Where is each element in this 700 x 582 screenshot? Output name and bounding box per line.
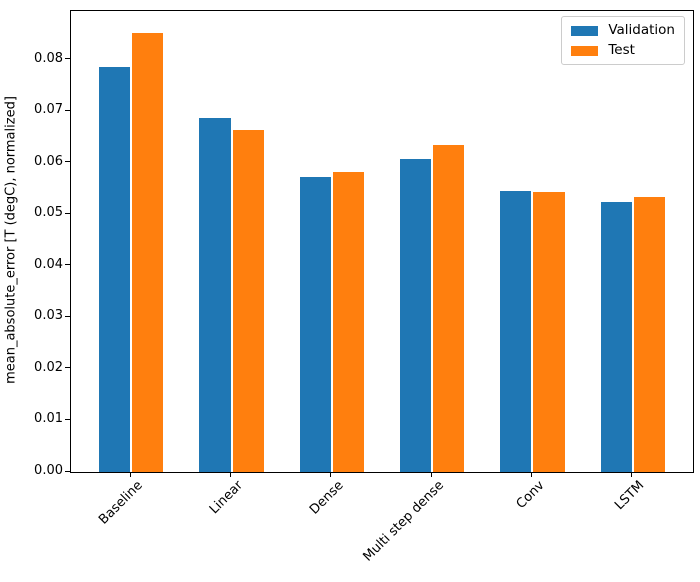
legend: Validation Test bbox=[561, 16, 685, 65]
legend-swatch-validation bbox=[571, 25, 599, 36]
x-tick-mark bbox=[430, 472, 432, 477]
y-tick-label: 0.07 bbox=[34, 102, 63, 118]
x-tick-label-lstm: LSTM bbox=[612, 478, 648, 514]
bar-validation-linear bbox=[199, 118, 231, 472]
y-tick-label: 0.02 bbox=[34, 359, 63, 375]
y-tick-label: 0.00 bbox=[34, 463, 63, 478]
legend-label-test: Test bbox=[608, 42, 635, 58]
y-tick-label: 0.04 bbox=[34, 256, 63, 272]
y-tick-label: 0.03 bbox=[34, 308, 63, 324]
bar-validation-dense bbox=[299, 176, 331, 472]
bar-test-multi-step-dense bbox=[433, 145, 465, 472]
y-tick-mark bbox=[65, 161, 70, 163]
x-tick-mark bbox=[230, 472, 232, 477]
y-tick-label: 0.01 bbox=[34, 411, 63, 427]
y-tick-label: 0.05 bbox=[34, 205, 63, 221]
y-tick-mark bbox=[65, 315, 70, 317]
y-tick-mark bbox=[65, 470, 70, 472]
x-tick-mark bbox=[330, 472, 332, 477]
legend-label-validation: Validation bbox=[608, 22, 675, 38]
x-tick-label-linear: Linear bbox=[206, 478, 247, 518]
legend-item-validation: Validation bbox=[571, 23, 675, 38]
bar-test-dense bbox=[332, 171, 364, 472]
y-axis-label: mean_absolute_error [T (degC), normalize… bbox=[3, 96, 19, 384]
x-tick-label-conv: Conv bbox=[513, 478, 548, 512]
y-tick-mark bbox=[65, 58, 70, 60]
bar-validation-baseline bbox=[99, 67, 131, 472]
x-tick-mark bbox=[129, 472, 131, 477]
bar-test-baseline bbox=[132, 32, 164, 472]
legend-swatch-test bbox=[571, 45, 599, 56]
bar-validation-lstm bbox=[600, 201, 632, 472]
bar-validation-multi-step-dense bbox=[400, 159, 432, 472]
y-tick-mark bbox=[65, 109, 70, 111]
y-tick-label: 0.06 bbox=[34, 153, 63, 169]
x-tick-label-baseline: Baseline bbox=[96, 478, 146, 528]
plot-area bbox=[70, 10, 694, 473]
y-tick-mark bbox=[65, 367, 70, 369]
bar-test-conv bbox=[533, 192, 565, 472]
bar-test-lstm bbox=[633, 197, 665, 472]
y-tick-mark bbox=[65, 264, 70, 266]
x-tick-label-multi-step-dense: Multi step dense bbox=[360, 478, 447, 565]
y-tick-mark bbox=[65, 418, 70, 420]
y-tick-label: 0.08 bbox=[34, 50, 63, 66]
bar-validation-conv bbox=[500, 191, 532, 472]
y-tick-mark bbox=[65, 212, 70, 214]
x-tick-label-dense: Dense bbox=[306, 478, 347, 518]
x-tick-mark bbox=[631, 472, 633, 477]
bar-test-linear bbox=[232, 130, 264, 472]
legend-item-test: Test bbox=[571, 43, 675, 58]
x-tick-mark bbox=[530, 472, 532, 477]
